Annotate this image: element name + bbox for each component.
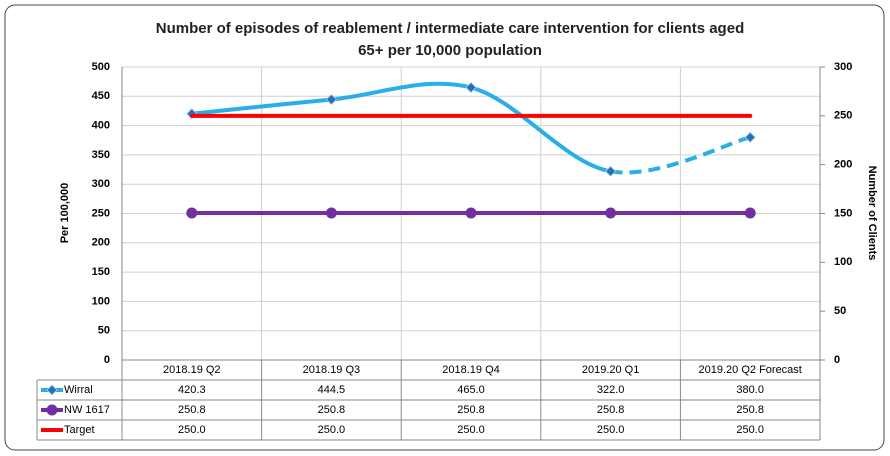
marker — [46, 384, 58, 396]
y-tick-label: 500 — [92, 61, 110, 73]
y-axis-label: Per 100,000 — [59, 183, 71, 244]
table-value: 380.0 — [736, 384, 764, 396]
y2-tick-label: 0 — [834, 354, 840, 366]
y2-axis-label: Number of Clients — [866, 166, 878, 261]
chart-title: Number of episodes of reablement / inter… — [155, 20, 745, 59]
y-tick-label: 250 — [92, 207, 110, 219]
y2-tick-label: 100 — [834, 256, 852, 268]
marker — [744, 131, 756, 143]
table-value: 250.8 — [178, 404, 206, 416]
table-value: 250.0 — [318, 424, 346, 436]
table-value: 420.3 — [178, 384, 206, 396]
marker — [605, 165, 617, 177]
table-value: 250.0 — [457, 424, 485, 436]
y-tick-label: 450 — [92, 90, 110, 102]
x-tick-label: 2018.19 Q4 — [442, 364, 500, 376]
y-tick-label: 300 — [92, 178, 110, 190]
series-line — [189, 81, 613, 174]
table-value: 444.5 — [318, 384, 346, 396]
x-tick-label: 2018.19 Q3 — [303, 364, 361, 376]
y2-tick-label: 200 — [834, 159, 852, 171]
marker — [186, 207, 198, 219]
legend-label: Target — [64, 424, 95, 436]
table-value: 250.8 — [736, 404, 764, 416]
legend-label: Wirral — [64, 384, 93, 396]
y-tick-label: 350 — [92, 149, 110, 161]
marker — [744, 207, 756, 219]
y2-tick-label: 300 — [834, 61, 852, 73]
x-tick-label: 2018.19 Q2 — [163, 364, 221, 376]
y-tick-label: 0 — [104, 354, 110, 366]
marker — [325, 207, 337, 219]
table-value: 250.0 — [178, 424, 206, 436]
marker — [465, 81, 477, 94]
y-tick-label: 400 — [92, 120, 110, 132]
y-tick-label: 200 — [92, 237, 110, 249]
y-tick-label: 50 — [98, 325, 110, 337]
table-value: 250.8 — [457, 404, 485, 416]
series-line-dashed — [610, 135, 751, 175]
table-value: 250.0 — [736, 424, 764, 436]
y-tick-label: 150 — [92, 266, 110, 278]
table-value: 465.0 — [457, 384, 485, 396]
table-value: 250.8 — [597, 404, 625, 416]
x-tick-label: 2019.20 Q1 — [582, 364, 640, 376]
marker — [46, 404, 58, 416]
marker — [465, 207, 477, 219]
table-value: 250.8 — [318, 404, 346, 416]
y2-tick-label: 50 — [834, 305, 846, 317]
marker — [605, 207, 617, 219]
x-tick-label: 2019.20 Q2 Forecast — [699, 364, 802, 376]
y2-tick-label: 150 — [834, 207, 852, 219]
table-value: 250.0 — [597, 424, 625, 436]
marker — [325, 93, 337, 106]
y2-tick-label: 250 — [834, 110, 852, 122]
legend-label: NW 1617 — [64, 404, 110, 416]
y-tick-label: 100 — [92, 295, 110, 307]
table-value: 322.0 — [597, 384, 625, 396]
